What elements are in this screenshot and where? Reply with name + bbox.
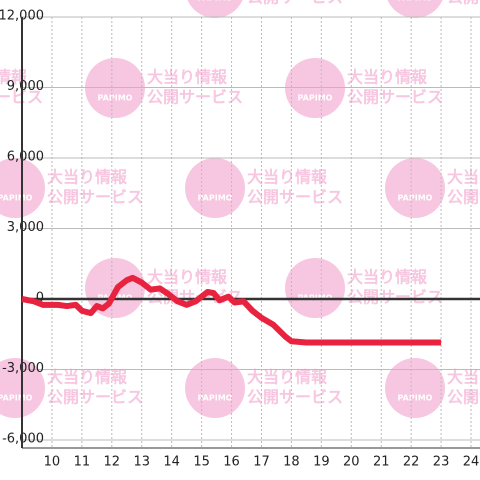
- watermark-logo: [285, 258, 345, 318]
- watermark-logo-text: PAPIMO: [198, 394, 233, 403]
- x-tick-label: 24: [463, 455, 480, 470]
- x-tick-label: 16: [223, 455, 240, 470]
- x-tick-label: 17: [253, 455, 270, 470]
- watermark-text: 公開サービス: [247, 0, 343, 7]
- x-tick-label: 10: [44, 455, 61, 470]
- y-tick-label: 12,000: [0, 9, 44, 24]
- watermark-text: 大当り情報: [147, 268, 228, 287]
- watermark-logo-text: PAPIMO: [0, 394, 33, 403]
- watermark-logo: [385, 358, 445, 418]
- watermark-logo: [185, 358, 245, 418]
- watermark-text: 公開サービス: [447, 388, 480, 407]
- y-tick-label: -3,000: [2, 361, 44, 376]
- watermark-text: 大当り情報: [247, 368, 328, 387]
- y-tick-label: 0: [36, 291, 44, 306]
- x-tick-label: 13: [133, 455, 150, 470]
- x-tick-label: 15: [193, 455, 210, 470]
- watermark-logo-text: PAPIMO: [398, 194, 433, 203]
- watermark-text: 大当り情報: [347, 268, 428, 287]
- y-tick-label: 6,000: [7, 150, 44, 165]
- x-tick-label: 14: [163, 455, 180, 470]
- watermark-logo-text: PAPIMO: [298, 94, 333, 103]
- watermark-logo: [387, 0, 443, 18]
- watermark-text: 公開サービス: [247, 188, 343, 207]
- watermark-logo-text: PAPIMO: [98, 94, 133, 103]
- watermark-text: 公開サービス: [47, 388, 143, 407]
- watermark-logo: [185, 158, 245, 218]
- watermark-text: 大当り情報: [147, 68, 228, 87]
- y-tick-label: 3,000: [7, 220, 44, 235]
- watermark-text: 公開サービス: [347, 88, 443, 107]
- watermark-text: 大当り情報: [447, 168, 480, 187]
- watermark-logo-text: PAPIMO: [398, 0, 433, 3]
- x-tick-label: 12: [104, 455, 121, 470]
- watermark-logo-text: PAPIMO: [0, 194, 33, 203]
- watermark-logo-text: PAPIMO: [198, 0, 233, 3]
- x-tick-label: 11: [74, 455, 91, 470]
- watermark-text: 大当り情報: [247, 168, 328, 187]
- watermark-text: 公開サービス: [47, 188, 143, 207]
- watermark-text: 公開サービス: [447, 188, 480, 207]
- watermark-text: 公開サービス: [447, 0, 480, 7]
- watermark-logo: [385, 158, 445, 218]
- watermark-text: 公開サービス: [247, 388, 343, 407]
- watermark-text: 大当り情報: [47, 368, 128, 387]
- x-tick-label: 23: [433, 455, 450, 470]
- data-line: [21, 274, 442, 346]
- x-tick-label: 22: [403, 455, 420, 470]
- x-tick-label: 18: [283, 455, 300, 470]
- watermark-logo: [187, 0, 243, 18]
- watermark-text: 公開サービス: [147, 88, 243, 107]
- watermark-text: 大当り情報: [347, 68, 428, 87]
- x-tick-label: 19: [313, 455, 330, 470]
- x-tick-label: 21: [373, 455, 390, 470]
- y-tick-label: -6,000: [2, 432, 44, 447]
- watermark-logo-text: PAPIMO: [198, 194, 233, 203]
- watermark-logo-text: PAPIMO: [398, 394, 433, 403]
- watermark-text: 大当り情報: [47, 168, 128, 187]
- watermark-text: 公開サービス: [347, 288, 443, 307]
- y-tick-label: 9,000: [7, 79, 44, 94]
- x-tick-label: 20: [343, 455, 360, 470]
- watermark-text: 大当り情報: [447, 368, 480, 387]
